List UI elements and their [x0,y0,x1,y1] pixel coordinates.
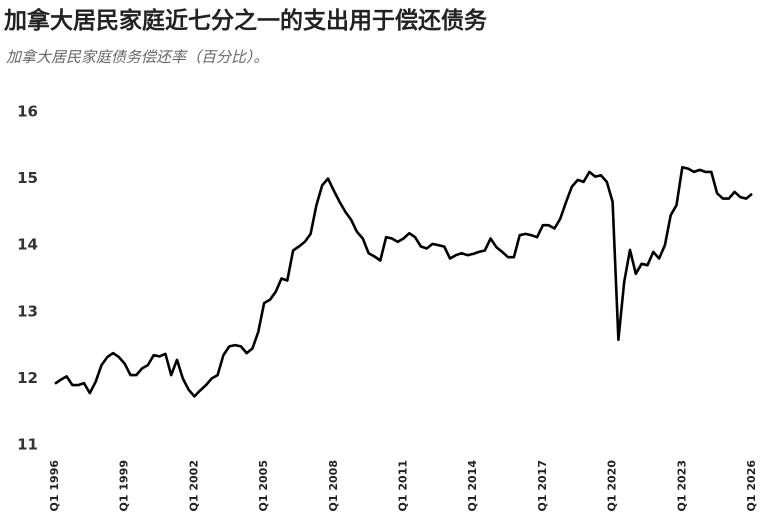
chart-title: 加拿大居民家庭近七分之一的支出用于偿还债务 [3,7,488,34]
x-tick-label: Q1 2008 [327,460,340,511]
x-tick-label: Q1 1996 [48,460,61,512]
data-line [54,166,753,398]
x-tick-label: Q1 2011 [397,460,410,511]
y-tick-label: 14 [17,236,38,254]
x-tick-label: Q1 2002 [187,460,200,511]
x-tick-label: Q1 1999 [118,460,131,511]
chart-subtitle: 加拿大居民家庭债务偿还率（百分比）。 [6,48,269,66]
x-tick-label: Q1 2017 [536,460,549,511]
y-tick-label: 13 [17,302,38,320]
y-tick-label: 12 [17,369,38,387]
y-tick-label: 16 [17,103,38,121]
x-tick-label: Q1 2023 [675,460,688,511]
y-tick-label: 15 [17,169,38,187]
x-tick-label: Q1 2020 [606,460,619,512]
y-tick-label: 11 [17,436,38,454]
x-tick-label: Q1 2005 [257,460,270,511]
x-tick-label: Q1 2014 [466,460,479,512]
x-tick-label: Q1 2026 [745,460,758,512]
